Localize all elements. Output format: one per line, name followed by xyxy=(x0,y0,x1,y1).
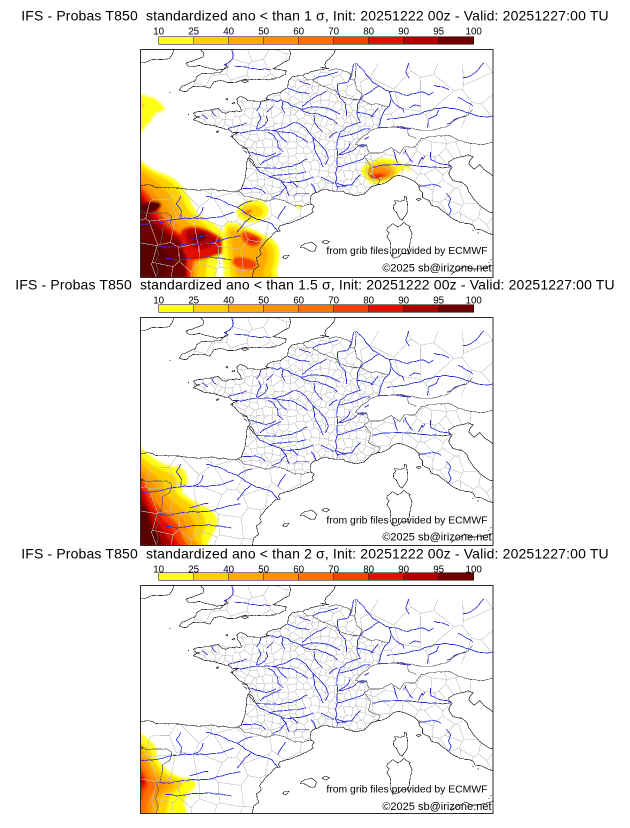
svg-text:25: 25 xyxy=(188,295,199,306)
svg-text:80: 80 xyxy=(363,26,374,37)
svg-text:from grib files provided by EC: from grib files provided by ECMWF xyxy=(326,785,487,796)
svg-text:25: 25 xyxy=(188,26,199,37)
svg-text:70: 70 xyxy=(328,295,339,306)
svg-text:©2025 sb@irizone.net: ©2025 sb@irizone.net xyxy=(382,262,491,274)
svg-text:100: 100 xyxy=(466,295,483,306)
svg-text:50: 50 xyxy=(258,26,269,37)
svg-text:10: 10 xyxy=(153,564,164,575)
svg-text:90: 90 xyxy=(398,564,409,575)
svg-text:IFS - Probas T850 standardize: IFS - Probas T850 standardized ano < tha… xyxy=(21,546,609,562)
svg-text:25: 25 xyxy=(188,564,199,575)
svg-text:80: 80 xyxy=(363,564,374,575)
svg-text:50: 50 xyxy=(258,295,269,306)
svg-text:100: 100 xyxy=(466,564,483,575)
svg-text:IFS - Probas T850 standardize: IFS - Probas T850 standardized ano < tha… xyxy=(15,277,615,293)
svg-text:10: 10 xyxy=(153,295,164,306)
svg-text:70: 70 xyxy=(328,564,339,575)
svg-text:70: 70 xyxy=(328,26,339,37)
svg-text:10: 10 xyxy=(153,26,164,37)
svg-text:from grib files provided by EC: from grib files provided by ECMWF xyxy=(326,515,487,526)
svg-text:90: 90 xyxy=(398,26,409,37)
svg-text:80: 80 xyxy=(363,295,374,306)
svg-text:50: 50 xyxy=(258,564,269,575)
svg-text:60: 60 xyxy=(293,295,304,306)
svg-text:40: 40 xyxy=(223,564,234,575)
svg-text:40: 40 xyxy=(223,295,234,306)
svg-text:100: 100 xyxy=(466,26,483,37)
svg-text:IFS - Probas T850 standardize: IFS - Probas T850 standardized ano < tha… xyxy=(21,8,609,24)
svg-text:60: 60 xyxy=(293,26,304,37)
svg-text:95: 95 xyxy=(433,564,444,575)
svg-text:95: 95 xyxy=(433,26,444,37)
svg-text:from grib files provided by EC: from grib files provided by ECMWF xyxy=(326,246,487,257)
svg-text:60: 60 xyxy=(293,564,304,575)
svg-text:95: 95 xyxy=(433,295,444,306)
svg-text:40: 40 xyxy=(223,26,234,37)
svg-text:©2025 sb@irizone.net: ©2025 sb@irizone.net xyxy=(382,801,491,813)
svg-text:90: 90 xyxy=(398,295,409,306)
svg-text:©2025 sb@irizone.net: ©2025 sb@irizone.net xyxy=(382,532,491,544)
